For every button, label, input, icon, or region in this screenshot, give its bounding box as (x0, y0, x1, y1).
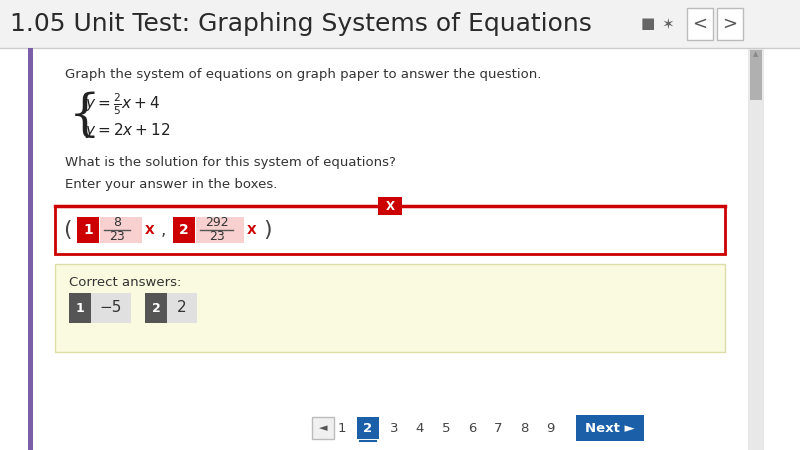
Text: 7: 7 (494, 422, 502, 435)
Text: −5: −5 (100, 301, 122, 315)
Bar (55, 206, 725, 254)
Bar (378, 197, 402, 215)
Text: ◄: ◄ (318, 423, 327, 433)
Bar (0, 0, 800, 48)
Text: Graph the system of equations on graph paper to answer the question.: Graph the system of equations on graph p… (65, 68, 542, 81)
Bar (55, 264, 725, 352)
Bar (100, 217, 142, 243)
Text: 5: 5 (442, 422, 450, 435)
Bar (357, 417, 379, 439)
Text: 3: 3 (390, 422, 398, 435)
Text: {: { (69, 91, 101, 141)
Text: 1: 1 (76, 302, 84, 315)
Bar (77, 217, 99, 243)
Text: 23: 23 (209, 230, 225, 243)
Text: X: X (145, 224, 154, 237)
Bar (28, 48, 33, 450)
Text: ■: ■ (641, 17, 655, 32)
Text: ,: , (161, 221, 166, 239)
Text: >: > (722, 15, 738, 33)
Text: Correct answers:: Correct answers: (69, 276, 182, 289)
Text: 2: 2 (152, 302, 160, 315)
Text: (: ( (63, 220, 72, 240)
Text: X: X (247, 224, 257, 237)
Text: Next ►: Next ► (585, 422, 635, 435)
Text: 9: 9 (546, 422, 554, 435)
Bar (69, 293, 91, 323)
Text: 292: 292 (205, 216, 229, 230)
Bar (717, 8, 743, 40)
Text: Enter your answer in the boxes.: Enter your answer in the boxes. (65, 178, 278, 191)
Text: 6: 6 (468, 422, 476, 435)
Bar (312, 417, 334, 439)
Text: ▲: ▲ (754, 51, 758, 57)
Text: 8: 8 (113, 216, 121, 230)
Text: What is the solution for this system of equations?: What is the solution for this system of … (65, 156, 396, 169)
Text: 2: 2 (179, 223, 189, 237)
Bar (687, 8, 713, 40)
Bar (167, 293, 197, 323)
Bar (576, 415, 644, 441)
Text: ✶: ✶ (662, 17, 674, 32)
Text: 1.05 Unit Test: Graphing Systems of Equations: 1.05 Unit Test: Graphing Systems of Equa… (10, 12, 592, 36)
Bar (750, 50, 762, 100)
Text: 1: 1 (338, 422, 346, 435)
Text: ): ) (263, 220, 272, 240)
Text: 2: 2 (363, 422, 373, 435)
Text: <: < (693, 15, 707, 33)
Text: $y = 2x + 12$: $y = 2x + 12$ (85, 121, 170, 140)
Text: 4: 4 (416, 422, 424, 435)
Bar (173, 217, 195, 243)
Bar (748, 48, 764, 450)
Bar (196, 217, 244, 243)
Bar (145, 293, 167, 323)
Text: $y = \frac{2}{5}x + 4$: $y = \frac{2}{5}x + 4$ (85, 91, 160, 117)
Bar (91, 293, 131, 323)
Text: 23: 23 (109, 230, 125, 243)
Text: 2: 2 (177, 301, 187, 315)
Text: X: X (386, 199, 394, 212)
Text: 1: 1 (83, 223, 93, 237)
Text: 8: 8 (520, 422, 528, 435)
